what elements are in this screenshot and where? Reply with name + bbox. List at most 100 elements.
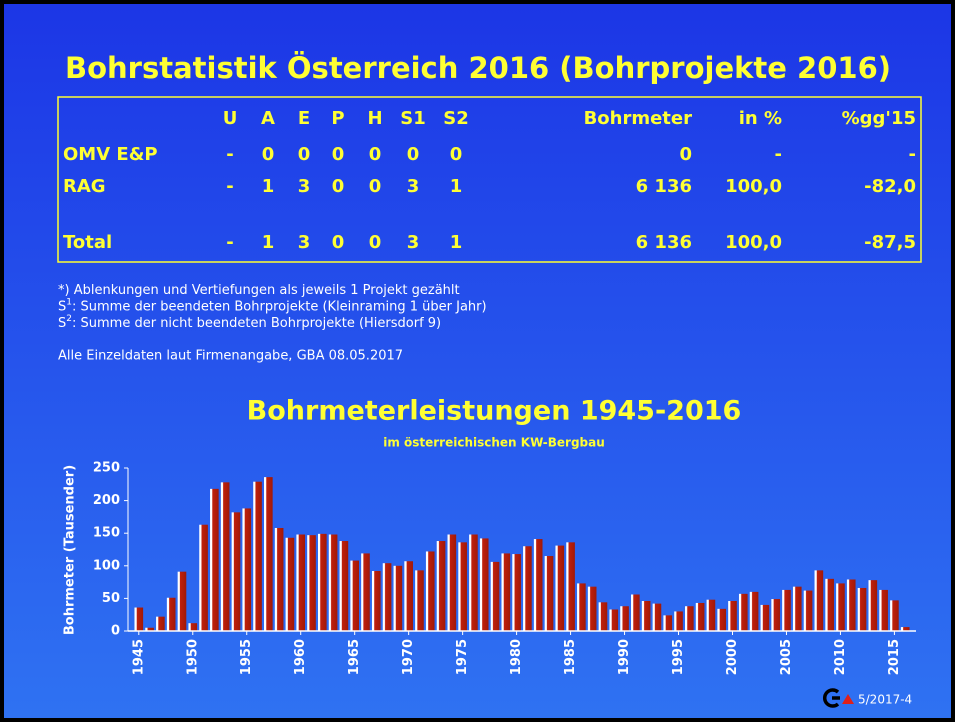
bar — [415, 570, 424, 631]
table-border — [57, 96, 922, 263]
note-superscript: 1 — [66, 297, 72, 307]
slide-title: Bohrstatistik Österreich 2016 (Bohrproje… — [65, 51, 891, 85]
bar — [890, 600, 899, 631]
column-header: E — [298, 108, 310, 129]
column-header: Bohrmeter — [584, 108, 693, 129]
y-axis-label: Bohrmeter (Tausender) — [63, 465, 78, 635]
row-label: Total — [63, 232, 112, 253]
bar — [339, 541, 349, 631]
plot: 0 50 100 150 200 250 1945 1950 1955 1960 1965 1970 1… — [93, 461, 916, 675]
cell: 0 — [407, 144, 420, 165]
bar — [663, 615, 673, 631]
bar — [792, 586, 802, 631]
bar — [469, 534, 478, 631]
bar — [307, 535, 316, 631]
bar — [620, 606, 629, 631]
cell: 0 — [332, 144, 345, 165]
cell: 3 — [407, 232, 420, 253]
note-symbol: S — [58, 299, 66, 314]
chart-title: Bohrmeterleistungen 1945-2016 — [247, 396, 742, 427]
cell: 0 — [298, 144, 311, 165]
cell: 1 — [262, 232, 275, 253]
cell: - — [226, 144, 233, 165]
bar — [371, 571, 381, 631]
bar — [253, 481, 262, 631]
bar — [361, 553, 370, 631]
bar — [868, 580, 878, 631]
bar — [533, 539, 543, 631]
cell: 3 — [407, 176, 420, 197]
note: S2: Summe der nicht beendeten Bohrprojek… — [58, 314, 441, 331]
bar — [512, 554, 521, 631]
cell: 100,0 — [725, 232, 782, 253]
note: *) Ablenkungen und Vertiefungen als jewe… — [58, 283, 460, 298]
bar — [771, 599, 780, 631]
bar — [706, 599, 716, 631]
x-tick-label: 2015 — [887, 639, 902, 675]
bar — [199, 524, 208, 631]
notes: *) Ablenkungen und Vertiefungen als jewe… — [58, 283, 487, 331]
bar — [879, 589, 888, 631]
x-tick-label: 1990 — [617, 639, 632, 675]
bar — [479, 538, 489, 631]
bar — [231, 512, 241, 631]
bar — [501, 553, 511, 631]
bar — [728, 601, 737, 631]
column-header: in % — [739, 108, 782, 129]
cell: 0 — [332, 232, 345, 253]
cell: 0 — [679, 144, 692, 165]
column-header: H — [367, 108, 382, 129]
cell: 0 — [262, 144, 275, 165]
bar — [317, 533, 327, 631]
cell: - — [226, 176, 233, 197]
bar — [177, 571, 187, 631]
bar — [436, 541, 446, 631]
bar — [285, 537, 295, 631]
note-text: : Summe der nicht beendeten Bohrprojekte… — [72, 316, 441, 331]
row-label: RAG — [63, 176, 106, 197]
x-tick-label: 1980 — [509, 639, 524, 675]
logo — [822, 688, 854, 708]
bar — [760, 604, 770, 631]
bar — [598, 602, 608, 631]
bar — [836, 583, 845, 631]
cell: 6 136 — [636, 232, 692, 253]
bar — [156, 616, 165, 631]
cell: 1 — [262, 176, 275, 197]
cell: 0 — [369, 176, 382, 197]
chart-subtitle: im österreichischen KW-Bergbau — [383, 436, 605, 450]
bar — [846, 579, 856, 631]
x-tick-label: 1955 — [239, 639, 254, 675]
bar — [188, 623, 198, 631]
bar — [587, 586, 597, 631]
bar — [695, 602, 705, 631]
bar — [555, 545, 565, 631]
bar — [166, 597, 176, 631]
y-tick-label: 50 — [102, 591, 120, 606]
y-tick-label: 0 — [111, 624, 120, 639]
bar — [382, 563, 392, 631]
bar — [803, 590, 813, 631]
cell: 100,0 — [725, 176, 782, 197]
bar — [350, 560, 360, 631]
row-label: OMV E&P — [63, 144, 158, 165]
column-header: A — [261, 108, 275, 129]
bar — [544, 556, 554, 631]
cell: 3 — [298, 176, 311, 197]
bar — [134, 607, 144, 631]
bar — [782, 589, 791, 631]
bar — [404, 561, 413, 631]
column-header: %gg'15 — [842, 108, 916, 129]
page-number: 5/2017-4 — [858, 693, 912, 707]
x-tick-label: 1945 — [131, 639, 146, 675]
note: S1: Summe der beendeten Bohrprojekte (Kl… — [58, 297, 487, 314]
y-tick-label: 150 — [93, 526, 120, 541]
bar — [631, 594, 640, 631]
bar — [523, 546, 532, 631]
bar — [274, 527, 284, 631]
bar — [210, 488, 219, 631]
cell: -82,0 — [864, 176, 916, 197]
bar — [328, 534, 338, 631]
